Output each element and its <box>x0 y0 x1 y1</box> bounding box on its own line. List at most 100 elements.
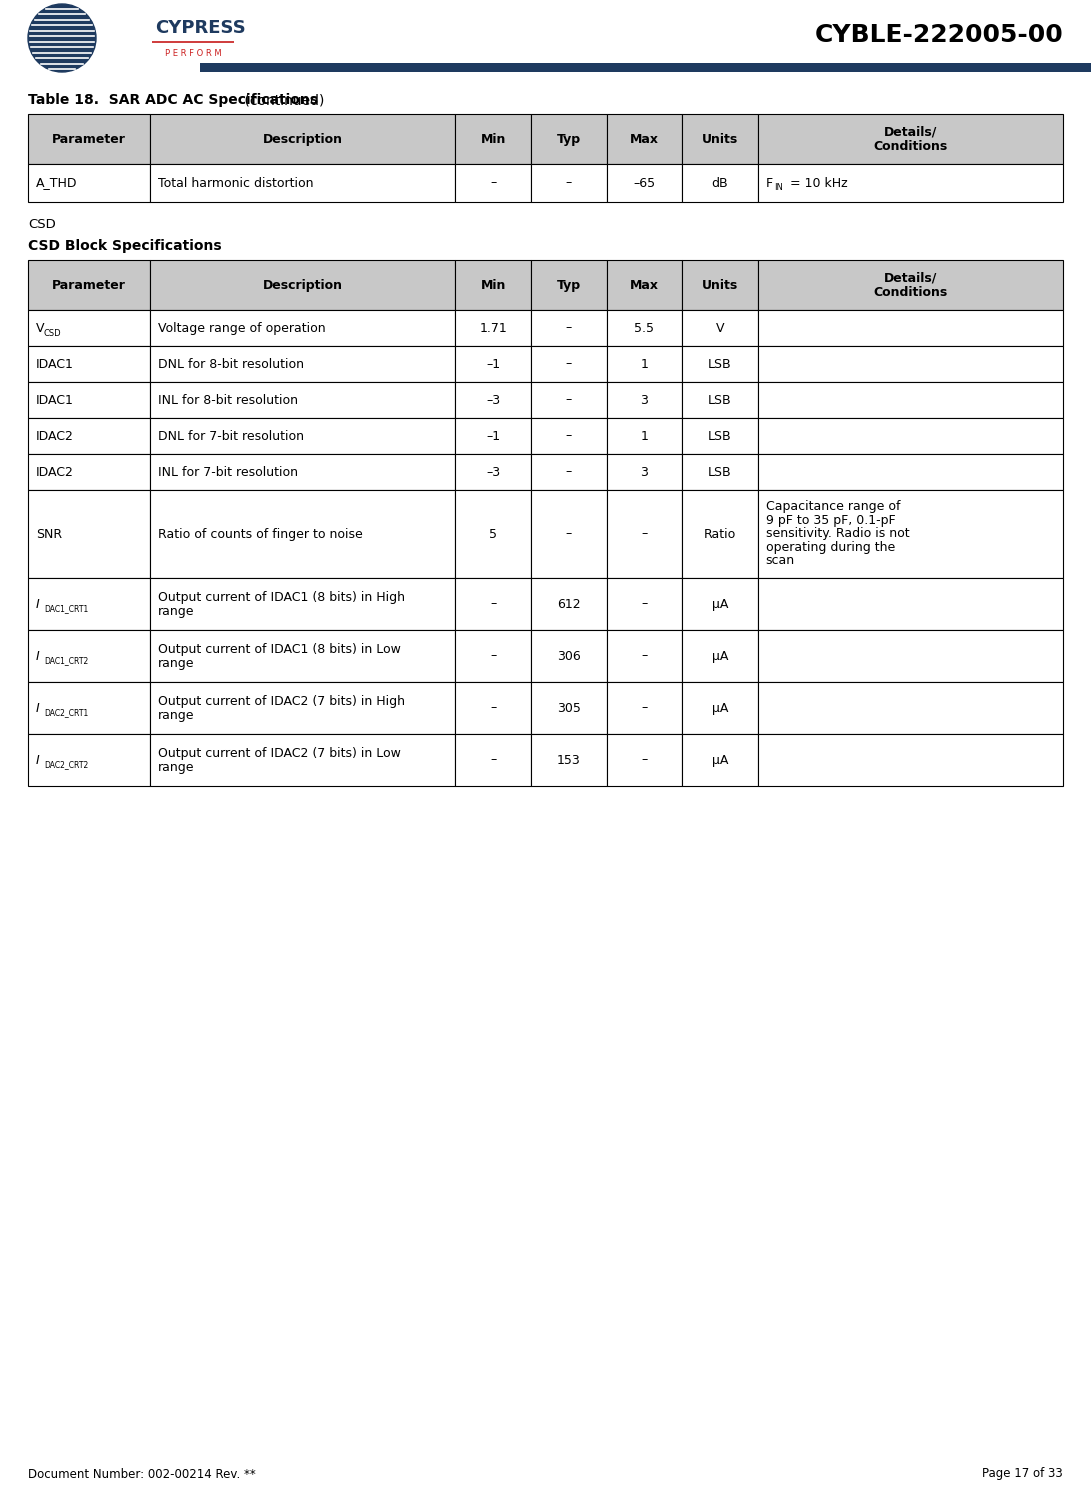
Text: Description: Description <box>263 133 343 145</box>
Text: CSD: CSD <box>44 329 61 338</box>
Bar <box>607 735 682 785</box>
Text: –: – <box>565 322 572 335</box>
Text: DAC1_CRT1: DAC1_CRT1 <box>44 604 88 613</box>
Bar <box>531 165 607 202</box>
Bar <box>455 417 531 453</box>
Text: –: – <box>642 702 647 715</box>
Text: DAC2_CRT2: DAC2_CRT2 <box>44 760 88 769</box>
Bar <box>0 0 1091 79</box>
Bar <box>607 682 682 735</box>
Text: Details/
Conditions: Details/ Conditions <box>873 126 947 153</box>
Circle shape <box>28 4 96 72</box>
Bar <box>455 114 531 165</box>
Text: operating during the: operating during the <box>766 540 895 554</box>
Text: CSD: CSD <box>28 217 56 230</box>
Bar <box>757 735 1063 785</box>
Text: Details/
Conditions: Details/ Conditions <box>873 271 947 299</box>
Bar <box>151 630 455 682</box>
Bar <box>28 735 151 785</box>
Bar <box>151 165 455 202</box>
Text: 5: 5 <box>489 528 497 540</box>
Text: 1: 1 <box>640 429 648 443</box>
Text: –: – <box>642 597 647 610</box>
Bar <box>757 114 1063 165</box>
Bar <box>757 310 1063 346</box>
Text: Output current of IDAC1 (8 bits) in Low: Output current of IDAC1 (8 bits) in Low <box>158 642 401 655</box>
Bar <box>28 260 151 310</box>
Bar <box>757 491 1063 577</box>
Bar <box>682 682 757 735</box>
Text: –: – <box>490 754 496 766</box>
Text: 612: 612 <box>558 597 580 610</box>
Bar <box>607 381 682 417</box>
Text: Typ: Typ <box>556 133 580 145</box>
Text: V: V <box>716 322 724 335</box>
Bar <box>682 346 757 381</box>
Bar <box>151 417 455 453</box>
Bar <box>607 165 682 202</box>
Bar <box>151 310 455 346</box>
Bar <box>531 682 607 735</box>
Text: IDAC2: IDAC2 <box>36 429 74 443</box>
Text: sensitivity. Radio is not: sensitivity. Radio is not <box>766 527 909 540</box>
Text: Output current of IDAC1 (8 bits) in High: Output current of IDAC1 (8 bits) in High <box>158 591 405 603</box>
Bar <box>151 453 455 491</box>
Text: μA: μA <box>711 702 728 715</box>
Text: V: V <box>36 322 45 335</box>
Text: DAC1_CRT2: DAC1_CRT2 <box>44 657 88 666</box>
Text: 5.5: 5.5 <box>634 322 655 335</box>
Text: I: I <box>36 597 39 610</box>
Text: scan: scan <box>766 554 795 567</box>
Text: Ratio of counts of finger to noise: Ratio of counts of finger to noise <box>158 528 363 540</box>
Bar <box>607 260 682 310</box>
Text: 3: 3 <box>640 465 648 479</box>
Bar <box>531 114 607 165</box>
Bar <box>682 114 757 165</box>
Text: CYBLE-222005-00: CYBLE-222005-00 <box>814 22 1063 46</box>
Bar <box>151 260 455 310</box>
Bar <box>28 577 151 630</box>
Bar <box>682 165 757 202</box>
Bar <box>455 346 531 381</box>
Text: –: – <box>565 429 572 443</box>
Text: range: range <box>158 657 194 670</box>
Text: Typ: Typ <box>556 278 580 292</box>
Text: –1: –1 <box>487 358 501 371</box>
Text: LSB: LSB <box>708 358 732 371</box>
Text: Capacitance range of: Capacitance range of <box>766 500 900 513</box>
Text: (continued): (continued) <box>240 93 325 108</box>
Text: 9 pF to 35 pF, 0.1-pF: 9 pF to 35 pF, 0.1-pF <box>766 513 896 527</box>
Bar <box>455 577 531 630</box>
Text: 153: 153 <box>556 754 580 766</box>
Text: Units: Units <box>702 133 738 145</box>
Bar <box>682 577 757 630</box>
Text: –: – <box>565 177 572 190</box>
Text: –: – <box>565 358 572 371</box>
Text: Voltage range of operation: Voltage range of operation <box>158 322 326 335</box>
Text: = 10 kHz: = 10 kHz <box>786 177 848 190</box>
Text: DAC2_CRT1: DAC2_CRT1 <box>44 709 88 718</box>
Bar <box>607 577 682 630</box>
Bar <box>682 310 757 346</box>
Bar <box>682 381 757 417</box>
Text: I: I <box>36 649 39 663</box>
Bar <box>531 310 607 346</box>
Text: μA: μA <box>711 649 728 663</box>
Text: –: – <box>490 702 496 715</box>
Text: 305: 305 <box>556 702 580 715</box>
Bar <box>531 735 607 785</box>
Text: –: – <box>642 528 647 540</box>
Bar <box>757 165 1063 202</box>
Bar <box>455 165 531 202</box>
Text: –: – <box>642 649 647 663</box>
Bar <box>28 346 151 381</box>
Bar <box>682 735 757 785</box>
Bar <box>607 630 682 682</box>
Text: Min: Min <box>480 278 506 292</box>
Bar <box>151 682 455 735</box>
Text: Output current of IDAC2 (7 bits) in High: Output current of IDAC2 (7 bits) in High <box>158 694 405 708</box>
Text: INL for 7-bit resolution: INL for 7-bit resolution <box>158 465 298 479</box>
Text: DNL for 7-bit resolution: DNL for 7-bit resolution <box>158 429 304 443</box>
Bar <box>531 577 607 630</box>
Bar <box>28 417 151 453</box>
